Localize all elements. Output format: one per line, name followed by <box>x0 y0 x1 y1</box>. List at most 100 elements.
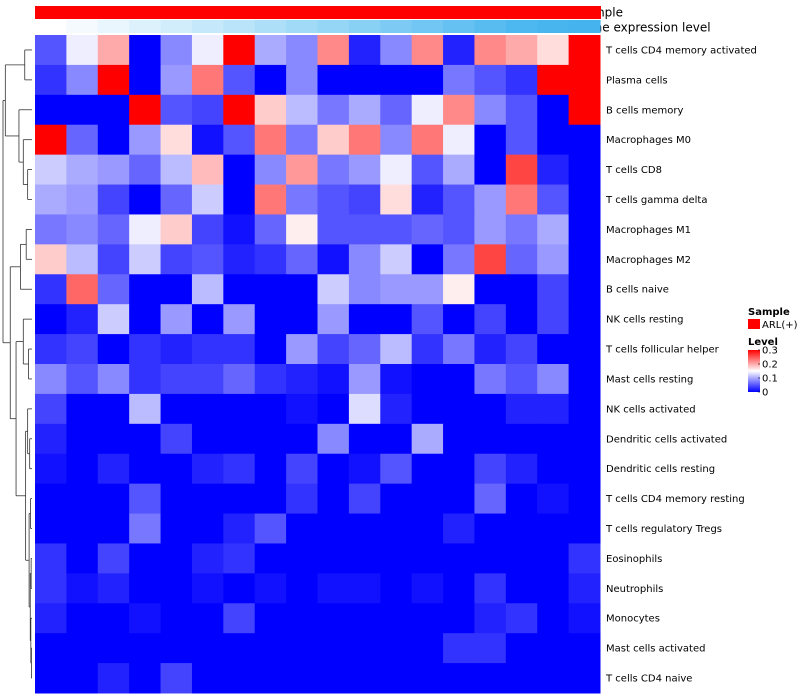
heatmap-cell <box>254 304 287 335</box>
heatmap-cell <box>223 304 256 335</box>
heatmap-cell <box>286 64 318 96</box>
heatmap-cell <box>505 573 538 604</box>
heatmap-cell <box>286 244 318 275</box>
legend: Sample ARL(+) Level 0.3 0.2 0.1 0 <box>748 307 798 399</box>
gene-expression-cell <box>317 20 350 33</box>
heatmap-cell <box>97 35 130 66</box>
heatmap-cell <box>97 274 130 305</box>
heatmap-cell <box>254 274 287 305</box>
heatmap-cell <box>505 274 538 305</box>
heatmap-cell <box>348 64 381 96</box>
heatmap-cell <box>160 513 193 544</box>
heatmap-cell <box>286 423 318 455</box>
heatmap-cell <box>286 184 318 215</box>
heatmap-cell <box>286 35 318 66</box>
heatmap-cell <box>348 543 381 574</box>
heatmap-cell <box>129 94 162 126</box>
legend-sample-entry: ARL(+) <box>762 320 798 331</box>
row-label: T cells gamma delta <box>605 195 707 206</box>
heatmap-cell <box>129 513 162 544</box>
heatmap-cell <box>286 483 318 515</box>
heatmap-cell <box>348 94 381 126</box>
heatmap-cell <box>505 35 538 66</box>
heatmap-cell <box>348 663 381 694</box>
heatmap-cell <box>537 364 570 395</box>
heatmap-cell <box>160 35 193 66</box>
heatmap-cell <box>66 573 99 604</box>
heatmap-cell <box>411 94 444 126</box>
heatmap-cell <box>66 513 99 544</box>
row-label: Dendritic cells resting <box>606 464 715 475</box>
heatmap-cell <box>66 244 99 275</box>
heatmap-cell <box>537 244 570 275</box>
heatmap-cell <box>66 334 99 365</box>
heatmap-cell <box>411 513 444 544</box>
row-dendrogram <box>2 49 32 679</box>
heatmap-cell <box>568 94 601 126</box>
heatmap-cell <box>129 334 162 365</box>
gene-expression-cell <box>223 20 256 33</box>
heatmap-cell <box>568 274 601 305</box>
heatmap-cell <box>380 603 413 634</box>
heatmap-cell <box>97 393 130 425</box>
heatmap-cell <box>129 244 162 275</box>
heatmap-cell <box>505 513 538 544</box>
row-label: T cells regulatory Tregs <box>605 524 722 535</box>
legend-sample-title: Sample <box>748 307 790 318</box>
heatmap-cell <box>191 543 224 574</box>
heatmap-cell <box>191 35 224 66</box>
heatmap-cell <box>254 513 287 544</box>
heatmap-cell <box>223 513 256 544</box>
heatmap-cell <box>568 513 601 544</box>
heatmap-cell <box>286 543 318 574</box>
heatmap-cell <box>191 513 224 544</box>
heatmap-cell <box>97 663 130 694</box>
heatmap-cell <box>97 423 130 455</box>
heatmap-cell <box>191 364 224 395</box>
heatmap-cell <box>160 64 193 96</box>
heatmap-cell <box>223 453 256 485</box>
heatmap-cell <box>191 184 224 215</box>
heatmap-cell <box>537 663 570 694</box>
heatmap-cell <box>129 423 162 455</box>
heatmap-cell <box>35 184 67 215</box>
heatmap-cell <box>443 633 475 664</box>
annotation-tracks: Sample Gene expression level <box>35 6 711 35</box>
row-label: B cells naive <box>606 285 669 296</box>
heatmap-cell <box>505 64 538 96</box>
heatmap-cell <box>286 154 318 186</box>
gene-expression-cell <box>443 20 476 33</box>
heatmap-cell <box>505 393 538 425</box>
heatmap-cell <box>317 214 350 245</box>
heatmap-cell <box>474 94 507 126</box>
heatmap-cell <box>129 214 162 245</box>
heatmap-cell <box>537 423 570 455</box>
heatmap-cell <box>380 393 413 425</box>
heatmap-cell <box>223 214 256 245</box>
heatmap-cell <box>129 573 162 604</box>
heatmap-cell <box>66 94 99 126</box>
heatmap-cell <box>223 64 256 96</box>
heatmap-cell <box>348 573 381 604</box>
heatmap-cell <box>66 364 99 395</box>
heatmap-cell <box>568 663 601 694</box>
heatmap-cell <box>474 633 507 664</box>
heatmap-cell <box>537 304 570 335</box>
heatmap-cell <box>537 543 570 574</box>
heatmap-cell <box>411 214 444 245</box>
heatmap-cell <box>568 543 601 574</box>
heatmap-cell <box>443 603 475 634</box>
heatmap-cell <box>443 393 475 425</box>
legend-tick-label: 0.2 <box>762 360 778 371</box>
heatmap-cell <box>254 154 287 186</box>
heatmap-cell <box>254 35 287 66</box>
heatmap-cell <box>443 334 475 365</box>
heatmap-cell <box>66 453 99 485</box>
heatmap-cell <box>160 483 193 515</box>
heatmap-cell <box>317 304 350 335</box>
heatmap-cell <box>317 633 350 664</box>
heatmap-cell <box>223 154 256 186</box>
heatmap-cell <box>411 64 444 96</box>
heatmap-cell <box>35 94 67 126</box>
heatmap-cell <box>254 633 287 664</box>
